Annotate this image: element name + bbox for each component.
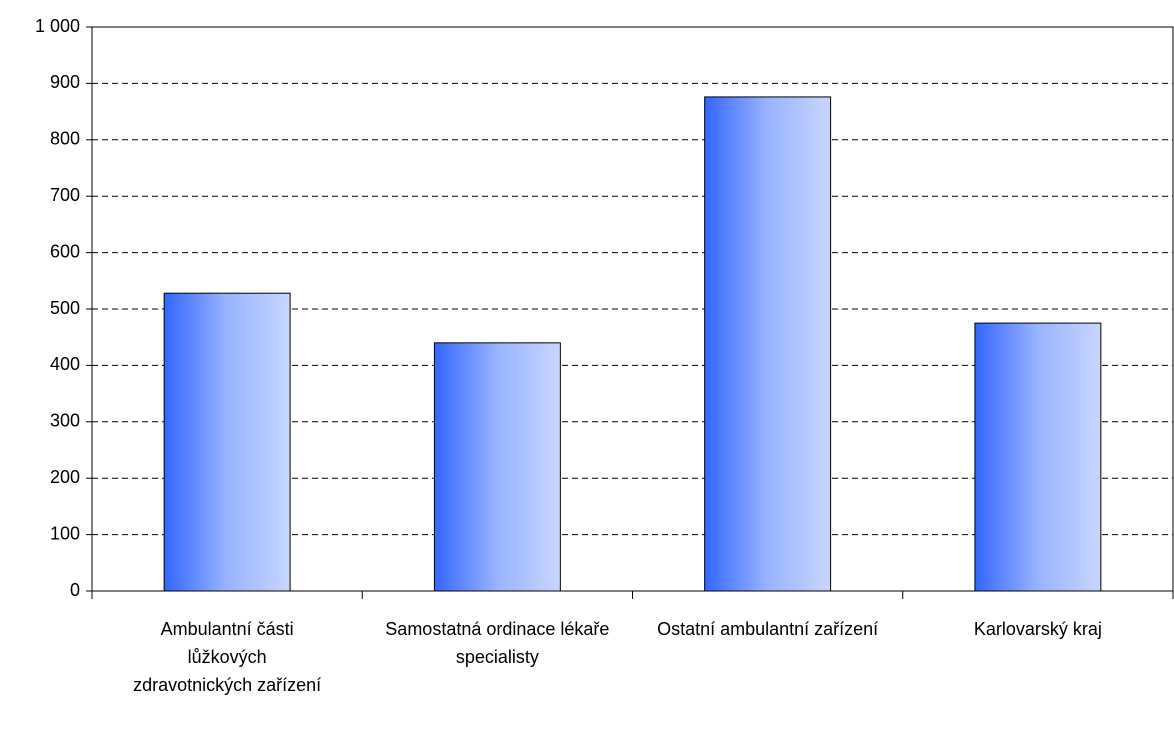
y-tick-label: 300: [50, 411, 80, 431]
x-tick-label: Karlovarský kraj: [973, 619, 1102, 639]
y-tick-label: 800: [50, 129, 80, 149]
y-tick-label: 200: [50, 467, 80, 487]
y-tick-label: 400: [50, 354, 80, 374]
y-tick-label: 0: [70, 580, 80, 600]
x-tick-label: Samostatná ordinace lékaře specialisty: [385, 619, 610, 667]
y-tick-label: 500: [50, 298, 80, 318]
x-tick-label: Ostatní ambulantní zařízení: [657, 619, 879, 639]
y-tick-label: 600: [50, 241, 80, 261]
bar: [704, 96, 832, 592]
y-tick-label: 900: [50, 72, 80, 92]
bar: [163, 292, 291, 592]
x-tick-label: Ambulantní části lůžkových zdravotnickýc…: [133, 619, 322, 695]
y-tick-label: 1 000: [35, 16, 80, 36]
bar: [974, 322, 1102, 592]
y-tick-label: 700: [50, 185, 80, 205]
bar: [433, 342, 561, 592]
y-tick-label: 100: [50, 523, 80, 543]
